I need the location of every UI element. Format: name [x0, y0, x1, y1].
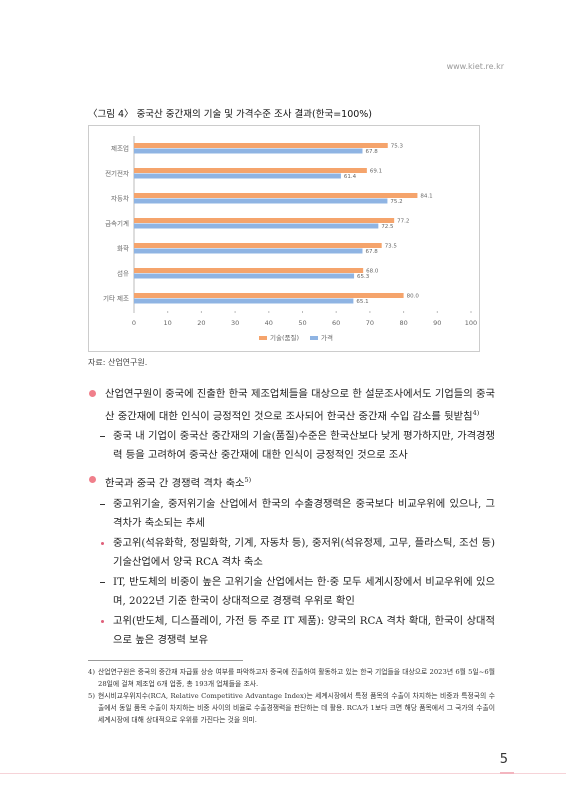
bar — [134, 273, 355, 279]
footnotes: 4) 산업연구원은 중국의 중간재 자급률 상승 여부를 파악하고자 중국에 진출… — [88, 666, 495, 726]
x-tick-label: 70 — [366, 319, 374, 327]
list-item: 중고위기술, 중저위기술 산업에서 한국의 수출경쟁력은 중국보다 비교우위에 … — [88, 495, 495, 533]
footnote-text: 산업연구원은 중국의 중간재 자급률 상승 여부를 파악하고자 중국에 진출하여… — [98, 668, 495, 688]
value-label: 75.3 — [391, 143, 404, 149]
chart: 0 10 20 30 40 50 60 70 80 90 100 제조업 75.3 67.8 전기전자 69.… — [88, 125, 480, 352]
value-label: 67.8 — [365, 149, 378, 155]
x-tick-label: 0 — [132, 319, 136, 327]
bar — [134, 293, 404, 298]
footnote-ref: 5) — [244, 476, 252, 485]
x-tick-label: 40 — [265, 319, 273, 327]
category-label: 자동차 — [111, 194, 129, 203]
item-text: 한국과 중국 간 경쟁력 격차 축소 — [105, 477, 245, 490]
x-tick-label: 80 — [399, 319, 407, 327]
item-text: 산업연구원이 중국에 진출한 한국 제조업체들을 대상으로 한 설문조사에서도 … — [105, 388, 495, 423]
value-label: 67.8 — [365, 249, 378, 255]
value-label: 73.5 — [385, 243, 398, 249]
footnote: 5) 현시비교우위지수(RCA, Relative Competitive Adv… — [88, 690, 495, 726]
list-item: 산업연구원이 중국에 진출한 한국 제조업체들을 대상으로 한 설문조사에서도 … — [88, 385, 495, 426]
x-tick-label: 30 — [231, 319, 239, 327]
bar — [134, 243, 382, 248]
category-label: 금속기계 — [105, 219, 129, 228]
value-label: 84.1 — [420, 193, 432, 199]
list-item: 중국 내 기업이 중국산 중간재의 기술(품질)수준은 한국산보다 낮게 평가하… — [88, 427, 495, 465]
value-label: 72.5 — [381, 224, 394, 230]
figure-title: 〈그림 4〉 중국산 중간재의 기술 및 가격수준 조사 결과(한국=100%) — [88, 109, 373, 120]
item-text: 고위(반도체, 디스플레이, 가전 등 주로 IT 제품): 양국의 RCA 격… — [113, 614, 495, 646]
footnote-rule — [88, 660, 243, 661]
bar — [134, 198, 388, 204]
site-url: www.kiet.re.kr — [446, 62, 504, 71]
legend-label: 기술(품질) — [270, 333, 299, 342]
footnote: 4) 산업연구원은 중국의 중간재 자급률 상승 여부를 파악하고자 중국에 진출… — [88, 666, 495, 690]
list-item: IT, 반도체의 비중이 높은 고위기술 산업에서는 한·중 모두 세계시장에서… — [88, 573, 495, 611]
x-tick-label: 20 — [197, 319, 205, 327]
category-label: 화학 — [117, 244, 129, 253]
list-item: 중고위(석유화학, 정밀화학, 기계, 자동차 등), 중저위(석유정제, 고무… — [88, 534, 495, 572]
bar — [134, 223, 379, 229]
footnote-mark: 5) — [88, 692, 95, 700]
bottom-rule — [0, 773, 566, 774]
footnote-ref: 4) — [472, 409, 480, 417]
bar — [134, 173, 341, 179]
value-label: 65.3 — [357, 274, 370, 280]
item-text: IT, 반도체의 비중이 높은 고위기술 산업에서는 한·중 모두 세계시장에서… — [113, 575, 495, 607]
page-accent — [500, 772, 514, 774]
value-label: 65.1 — [356, 299, 368, 305]
bar — [134, 193, 418, 198]
list-item: 고위(반도체, 디스플레이, 가전 등 주로 IT 제품): 양국의 RCA 격… — [88, 612, 495, 650]
page-number: 5 — [499, 752, 508, 767]
legend-swatch — [259, 336, 267, 340]
x-tick-label: 10 — [164, 319, 172, 327]
x-tick-label: 60 — [332, 319, 340, 327]
value-label: 75.2 — [390, 199, 402, 205]
bar — [134, 168, 367, 173]
bar — [134, 298, 354, 304]
item-text: 중고위기술, 중저위기술 산업에서 한국의 수출경쟁력은 중국보다 비교우위에 … — [113, 497, 495, 529]
footnote-text: 현시비교우위지수(RCA, Relative Competitive Advan… — [98, 692, 495, 724]
value-label: 69.1 — [370, 168, 382, 174]
category-label: 기타 제조 — [103, 294, 129, 303]
legend-swatch — [310, 336, 318, 340]
bar — [134, 148, 363, 154]
list-item: 한국과 중국 간 경쟁력 격차 축소5) — [88, 471, 495, 493]
x-tick-label: 100 — [465, 319, 477, 327]
figure-source: 자료: 산업연구원. — [88, 358, 148, 367]
bar — [134, 218, 395, 223]
value-label: 77.2 — [397, 218, 409, 224]
category-label: 섬유 — [117, 269, 129, 278]
bar — [134, 143, 388, 148]
body-text: 산업연구원이 중국에 진출한 한국 제조업체들을 대상으로 한 설문조사에서도 … — [88, 385, 495, 651]
category-label: 전기전자 — [105, 169, 129, 178]
x-tick-label: 50 — [298, 319, 306, 327]
footnote-mark: 4) — [88, 668, 95, 676]
bar — [134, 268, 364, 273]
value-label: 68.0 — [366, 268, 379, 274]
bar — [134, 248, 363, 254]
item-text: 중국 내 기업이 중국산 중간재의 기술(품질)수준은 한국산보다 낮게 평가하… — [113, 430, 495, 462]
category-label: 제조업 — [111, 145, 129, 153]
legend-label: 가격 — [321, 333, 333, 342]
value-label: 61.4 — [344, 174, 357, 180]
x-tick-label: 90 — [433, 319, 441, 327]
item-text: 중고위(석유화학, 정밀화학, 기계, 자동차 등), 중저위(석유정제, 고무… — [113, 536, 495, 568]
value-label: 80.0 — [407, 293, 420, 299]
